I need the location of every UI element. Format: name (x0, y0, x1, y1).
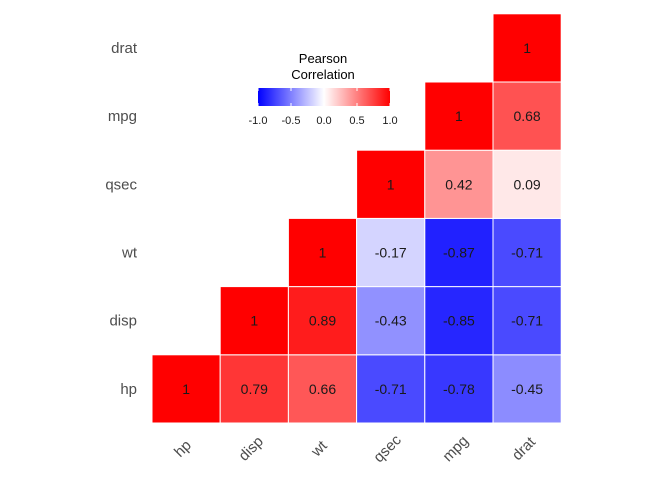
y-tick-label: qsec (105, 176, 137, 193)
heatmap-cell (492, 354, 562, 424)
cell-value-label: -0.87 (443, 245, 475, 261)
heatmap-cell (287, 286, 358, 356)
y-tick-label: wt (121, 245, 138, 262)
heatmap-cell (356, 286, 426, 356)
heatmap-cell (356, 217, 426, 288)
legend-tick-label: -0.5 (282, 115, 301, 127)
heatmap-cell (492, 217, 562, 288)
cell-value-label: -0.43 (375, 313, 407, 329)
y-tick-label: hp (120, 381, 137, 398)
heatmap-cell (356, 354, 426, 424)
heatmap-cell (424, 81, 494, 151)
y-axis-tick-labels: hp disp wt qsec mpg drat (105, 40, 138, 398)
cell-value-label: 0.66 (309, 381, 336, 397)
heatmap-cell (424, 149, 494, 219)
cell-value-label: -0.45 (511, 381, 543, 397)
cell-value-label: -0.71 (375, 381, 407, 397)
heatmap-cell (219, 354, 289, 424)
heatmap-cell (287, 217, 358, 288)
heatmap-cell (492, 149, 562, 219)
cell-value-label: 1 (182, 381, 190, 397)
y-tick-label: mpg (108, 108, 137, 125)
legend-ticks: -1.0 -0.5 0.0 0.5 1.0 (249, 88, 398, 127)
cell-value-label: 0.79 (241, 381, 268, 397)
cell-value-label: 1 (319, 245, 327, 261)
cell-value-label: 0.09 (513, 176, 540, 192)
y-tick-label: disp (109, 313, 137, 330)
heatmap-cell (219, 286, 289, 356)
cell-value-label: 1 (250, 313, 258, 329)
heatmap-cell (151, 354, 221, 424)
heatmap-cells: 1 0.79 0.66 -0.71 -0.78 -0.45 1 0.89 -0.43 -0.85 -… (151, 13, 562, 424)
legend-tick-label: 0.0 (316, 115, 331, 127)
heatmap-cell (424, 286, 494, 356)
cell-value-label: 0.89 (309, 313, 336, 329)
x-tick-label: drat (509, 433, 540, 464)
heatmap-cell (492, 81, 562, 151)
legend-tick-label: 1.0 (382, 115, 397, 127)
heatmap-cell (424, 354, 494, 424)
legend-tick-label: 0.5 (349, 115, 364, 127)
cell-value-label: -0.17 (375, 245, 407, 261)
cell-value-label: -0.85 (443, 313, 475, 329)
cell-value-label: -0.78 (443, 381, 475, 397)
cell-value-label: 1 (523, 40, 531, 56)
cell-value-label: 0.68 (513, 108, 540, 124)
cell-value-label: 1 (387, 176, 395, 192)
y-tick-label: drat (111, 40, 138, 57)
legend-title-line-1: Pearson (299, 51, 347, 66)
x-tick-label: hp (171, 437, 195, 461)
x-tick-label: disp (235, 433, 266, 464)
cell-value-label: 1 (455, 108, 463, 124)
x-axis-tick-labels: hp disp wt qsec mpg drat (171, 431, 540, 466)
heatmap-cell (356, 149, 426, 219)
legend-title-line-2: Correlation (291, 67, 355, 82)
legend-colorbar (258, 88, 390, 106)
x-tick-label: mpg (439, 432, 472, 465)
cell-value-label: -0.71 (511, 313, 543, 329)
heatmap-cell (492, 13, 562, 83)
legend-tick-label: -1.0 (249, 115, 268, 127)
x-tick-label: wt (307, 437, 331, 461)
x-tick-label: qsec (370, 431, 405, 466)
cell-value-label: -0.71 (511, 245, 543, 261)
cell-value-label: 0.42 (445, 176, 472, 192)
color-legend: Pearson Correlation -1.0 -0.5 0.0 0.5 1.0 (249, 51, 398, 127)
heatmap-cell (492, 286, 562, 356)
